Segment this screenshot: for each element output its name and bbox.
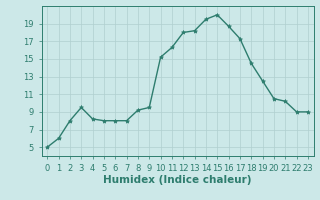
X-axis label: Humidex (Indice chaleur): Humidex (Indice chaleur)	[103, 175, 252, 185]
